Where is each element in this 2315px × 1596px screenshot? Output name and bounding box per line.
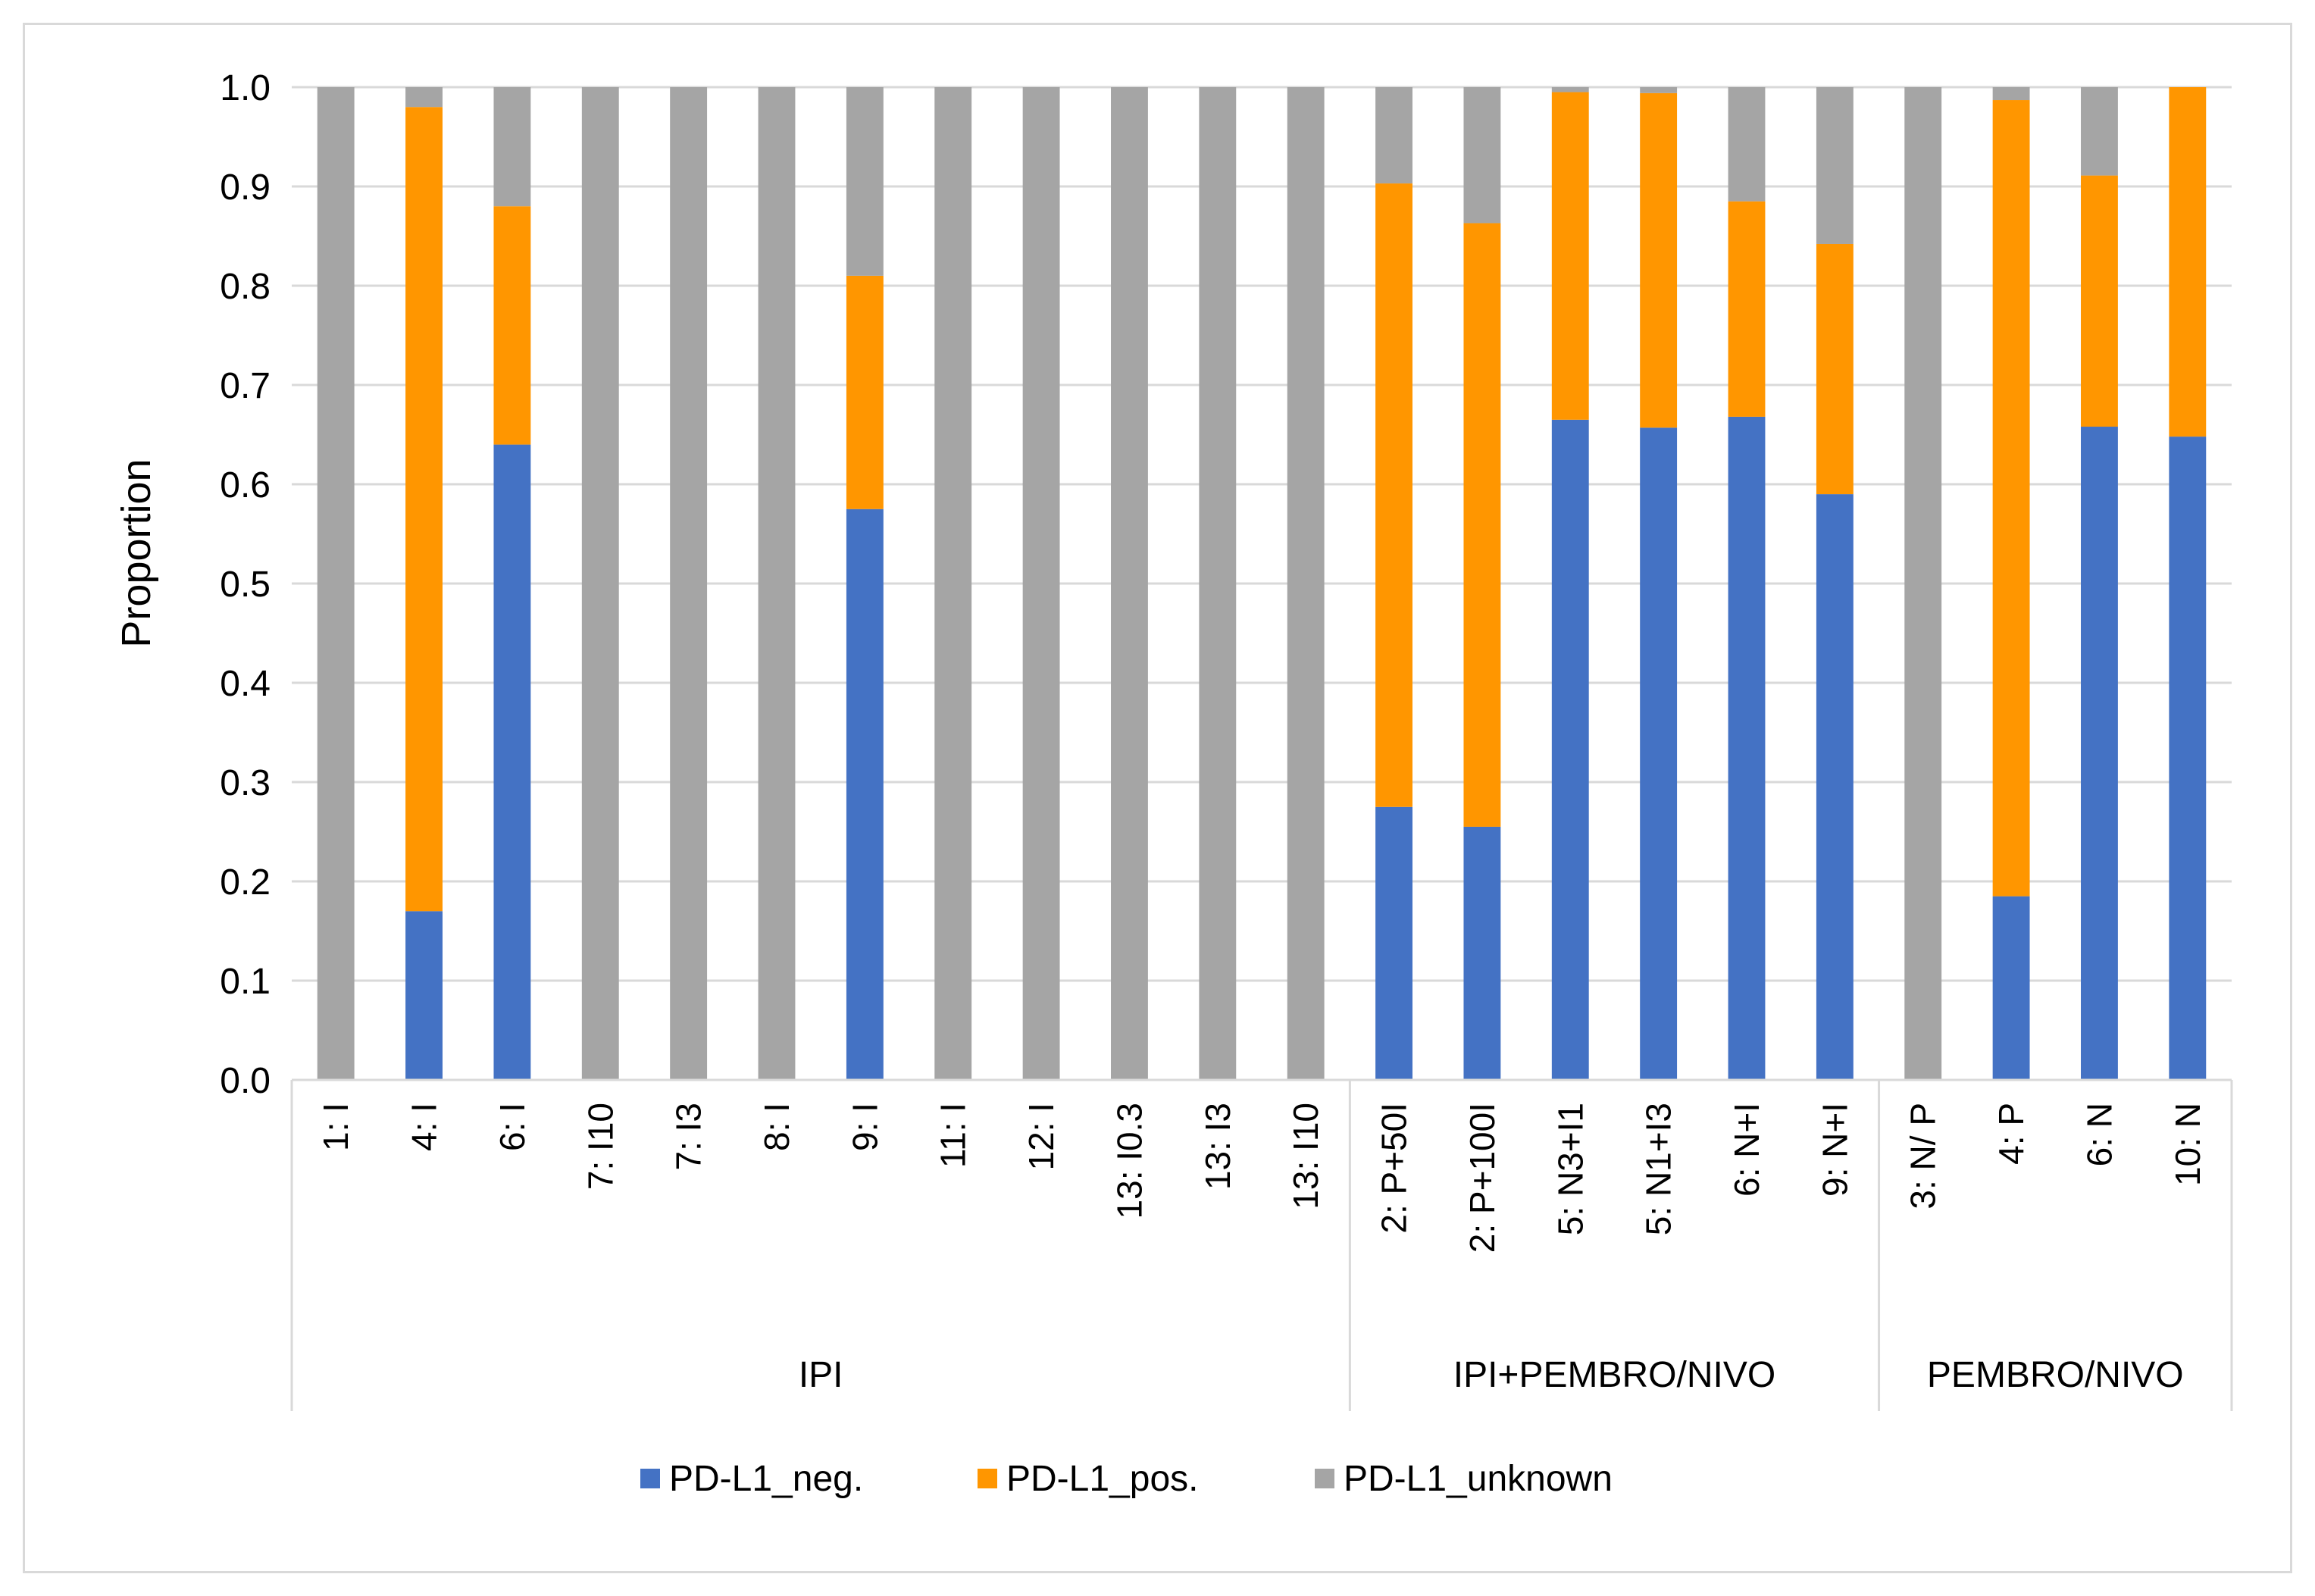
bar-segment-pd-l1-neg (1551, 419, 1589, 1080)
x-tick-label: 11: I (934, 1103, 973, 1168)
legend-label: PD-L1_unknown (1344, 1459, 1613, 1499)
bar-segment-pd-l1-unknown (1287, 87, 1325, 1080)
bar-segment-pd-l1-unknown (670, 87, 708, 1080)
bar-segment-pd-l1-unknown (1463, 87, 1501, 224)
bar-segment-pd-l1-unknown (405, 87, 443, 108)
bar-segment-pd-l1-pos (1816, 243, 1854, 495)
bar-segment-pd-l1-unknown (1199, 87, 1237, 1080)
bar-segment-pd-l1-pos (2169, 87, 2207, 437)
bar-segment-pd-l1-unknown (758, 87, 796, 1080)
bar-segment-pd-l1-neg (1816, 494, 1854, 1080)
bar-segment-pd-l1-neg (1728, 416, 1766, 1080)
bar-segment-pd-l1-neg (405, 911, 443, 1080)
x-tick-label: 12: I (1021, 1103, 1061, 1171)
legend: PD-L1_neg. PD-L1_pos. PD-L1_unknown (640, 1459, 1613, 1499)
group-label: IPI (799, 1355, 843, 1395)
bar-segment-pd-l1-pos (1551, 92, 1589, 420)
bar-segment-pd-l1-pos (1375, 183, 1412, 807)
bar-segment-pd-l1-pos (1463, 223, 1501, 827)
y-axis-label: Proportion (114, 458, 159, 647)
bar-segment-pd-l1-unknown (1111, 87, 1148, 1080)
x-tick-label: 7: I3 (669, 1103, 709, 1171)
bar-segment-pd-l1-pos (1728, 201, 1766, 417)
bar-segment-pd-l1-pos (1640, 92, 1678, 428)
bar-segment-pd-l1-pos (405, 107, 443, 912)
bar-segment-pd-l1-unknown (1728, 87, 1766, 202)
bar-segment-pd-l1-pos (846, 275, 884, 509)
y-tick-label: 0.2 (220, 862, 271, 903)
y-tick-label: 0.9 (220, 167, 271, 208)
x-tick-label: 7: I10 (580, 1103, 620, 1190)
x-tick-label: 4: I (405, 1103, 444, 1151)
x-tick-label: 13: I0.3 (1109, 1103, 1149, 1219)
bar-segment-pd-l1-unknown (1551, 87, 1589, 92)
x-tick-label: 4: P (1991, 1103, 2031, 1165)
bar-segment-pd-l1-unknown (1375, 87, 1412, 184)
legend-swatch (978, 1469, 997, 1488)
bar-segment-pd-l1-pos (2081, 175, 2118, 427)
bar-segment-pd-l1-pos (1992, 100, 2030, 897)
bar-segment-pd-l1-unknown (934, 87, 972, 1080)
x-tick-label: 6: N (2079, 1103, 2119, 1166)
x-tick-label: 9: N+I (1815, 1103, 1854, 1197)
bar-segment-pd-l1-unknown (1816, 87, 1854, 244)
x-tick-label: 13: I3 (1198, 1103, 1237, 1190)
bar-segment-pd-l1-unknown (581, 87, 619, 1080)
x-tick-label: 9: I (845, 1103, 884, 1151)
bar-segment-pd-l1-neg (493, 444, 531, 1080)
bar-segment-pd-l1-neg (846, 509, 884, 1080)
bar-segment-pd-l1-unknown (846, 87, 884, 276)
x-tick-label: 5: N3+I1 (1550, 1103, 1590, 1235)
bar-segment-pd-l1-pos (493, 206, 531, 445)
legend-swatch (640, 1469, 660, 1488)
x-tick-label: 6: N+I (1727, 1103, 1766, 1197)
y-tick-label: 0.1 (220, 962, 271, 1002)
bar-segment-pd-l1-neg (1463, 826, 1501, 1080)
bar-segment-pd-l1-unknown (317, 87, 355, 1080)
x-tick-label: 3: N/ P (1904, 1103, 1943, 1210)
y-tick-label: 0.6 (220, 465, 271, 505)
x-tick-label: 13: I10 (1286, 1103, 1325, 1210)
y-tick-label: 0.3 (220, 763, 271, 803)
bars (317, 87, 2207, 1080)
bar-segment-pd-l1-unknown (1992, 87, 2030, 101)
y-tick-label: 0.5 (220, 565, 271, 605)
bar-segment-pd-l1-neg (2169, 437, 2207, 1080)
x-tick-label: 2: P+50I (1375, 1103, 1414, 1234)
y-tick-label: 0.4 (220, 664, 271, 704)
y-tick-label: 0.8 (220, 267, 271, 307)
x-tick-label: 2: P+100I (1463, 1103, 1502, 1253)
bar-segment-pd-l1-neg (1640, 427, 1678, 1080)
axes: 0.0 0.1 0.2 0.3 0.4 0.5 0.6 0.7 0.8 0.9 1.0 1: I 4: … (220, 68, 2233, 1411)
bar-segment-pd-l1-unknown (1904, 87, 1942, 1080)
legend-label: PD-L1_neg. (669, 1459, 863, 1499)
bar-segment-pd-l1-unknown (493, 87, 531, 207)
x-tick-label: 10: N (2168, 1103, 2207, 1186)
bar-segment-pd-l1-neg (1992, 896, 2030, 1080)
x-tick-label: 8: I (757, 1103, 796, 1151)
bar-segment-pd-l1-neg (2081, 427, 2118, 1080)
legend-swatch (1315, 1469, 1334, 1488)
bar-segment-pd-l1-neg (1375, 806, 1412, 1080)
x-tick-label: 6: I (493, 1103, 532, 1151)
y-tick-label: 1.0 (220, 68, 271, 108)
y-tick-label: 0.7 (220, 366, 271, 406)
bar-segment-pd-l1-unknown (1022, 87, 1060, 1080)
bar-segment-pd-l1-unknown (2081, 87, 2118, 176)
legend-label: PD-L1_pos. (1006, 1459, 1198, 1499)
group-label: IPI+PEMBRO/NIVO (1453, 1355, 1775, 1395)
x-tick-label: 5: N1+I3 (1639, 1103, 1678, 1235)
x-tick-label: 1: I (316, 1103, 355, 1151)
group-label: PEMBRO/NIVO (1927, 1355, 2184, 1395)
bar-segment-pd-l1-unknown (1640, 87, 1678, 93)
y-tick-label: 0.0 (220, 1061, 271, 1101)
